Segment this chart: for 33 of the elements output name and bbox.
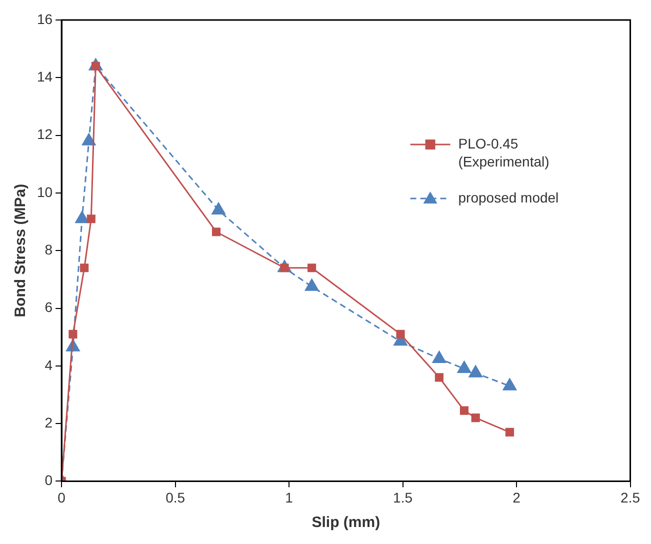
y-tick-label: 12 (36, 126, 53, 142)
y-tick-label: 6 (44, 299, 53, 316)
point (434, 373, 444, 382)
y-tick-label: 2 (44, 414, 53, 430)
point (75, 211, 89, 224)
x-tick-label: 2.5 (620, 489, 640, 506)
point (468, 365, 482, 378)
point (396, 330, 405, 338)
x-tick-label: 2 (512, 489, 521, 506)
y-tick-label: 8 (44, 241, 53, 258)
x-axis-title: Slip (mm) (312, 514, 380, 532)
y-tick-label: 4 (44, 356, 53, 373)
point (471, 414, 480, 422)
y-tick-label: 10 (36, 184, 53, 200)
point (460, 406, 468, 415)
x-tick-label: 1 (285, 489, 294, 506)
y-tick-label: 14 (36, 68, 53, 85)
point (68, 330, 78, 338)
x-tick-label: 0 (58, 489, 66, 506)
legend-label: proposed model (458, 189, 559, 206)
legend-label: PLO-0.45 (Experimental) (458, 135, 550, 170)
point (432, 350, 446, 363)
point (212, 202, 226, 214)
y-tick-label: 0 (44, 472, 53, 488)
point (82, 133, 96, 146)
point (502, 378, 517, 390)
x-tick-label: 0.5 (166, 489, 186, 506)
x-tick-label: 1.5 (393, 489, 413, 506)
point (304, 278, 319, 291)
y-tick-label: 16 (36, 10, 53, 27)
point (457, 361, 472, 374)
point (505, 428, 514, 436)
y-axis-title: Bond Stress (MPa) (12, 184, 30, 318)
